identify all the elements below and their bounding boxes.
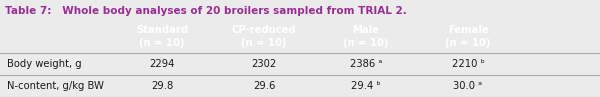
Text: Standard
(n = 10): Standard (n = 10) xyxy=(136,25,188,48)
Text: 2302: 2302 xyxy=(251,59,277,69)
Text: 29.4 ᵇ: 29.4 ᵇ xyxy=(351,81,381,91)
Text: 30.0 ᵃ: 30.0 ᵃ xyxy=(454,81,482,91)
Text: 2386 ᵃ: 2386 ᵃ xyxy=(350,59,382,69)
Text: CP-reduced
(n = 10): CP-reduced (n = 10) xyxy=(232,25,296,48)
Text: N-content, g/kg BW: N-content, g/kg BW xyxy=(7,81,104,91)
Text: 29.6: 29.6 xyxy=(253,81,275,91)
Text: 2294: 2294 xyxy=(149,59,175,69)
Text: 29.8: 29.8 xyxy=(151,81,173,91)
Text: Body weight, g: Body weight, g xyxy=(7,59,81,69)
Text: 2210 ᵇ: 2210 ᵇ xyxy=(452,59,484,69)
Text: Table 7:   Whole body analyses of 20 broilers sampled from TRIAL 2.: Table 7: Whole body analyses of 20 broil… xyxy=(5,6,407,16)
Text: Female
(n = 10): Female (n = 10) xyxy=(445,25,491,48)
Text: Male
(n = 10): Male (n = 10) xyxy=(343,25,389,48)
